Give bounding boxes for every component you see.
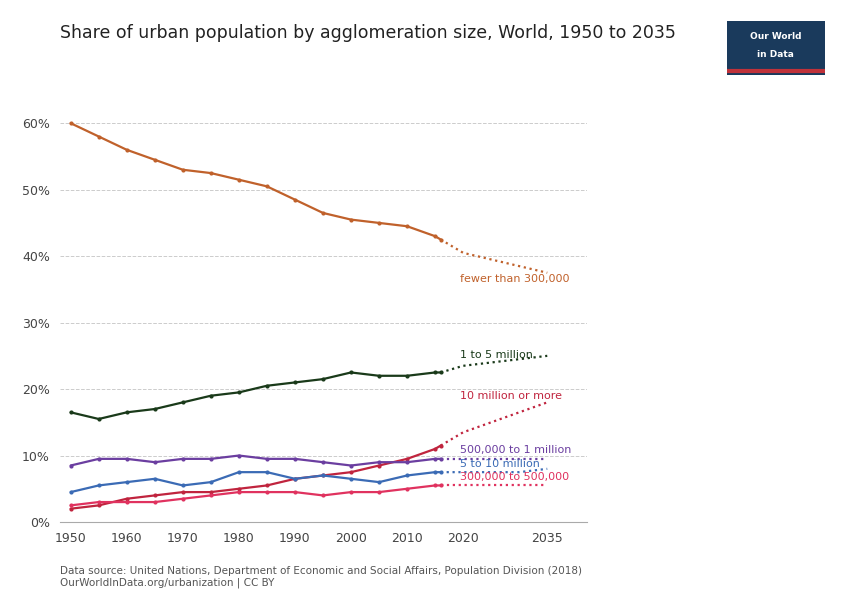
Text: Data source: United Nations, Department of Economic and Social Affairs, Populati: Data source: United Nations, Department … xyxy=(60,566,581,588)
Text: 5 to 10 million: 5 to 10 million xyxy=(461,458,541,469)
Text: Our World: Our World xyxy=(750,32,802,41)
Text: 1 to 5 million: 1 to 5 million xyxy=(461,350,533,359)
Text: 500,000 to 1 million: 500,000 to 1 million xyxy=(461,445,572,455)
Text: fewer than 300,000: fewer than 300,000 xyxy=(461,274,570,284)
Text: in Data: in Data xyxy=(757,50,794,59)
Text: Share of urban population by agglomeration size, World, 1950 to 2035: Share of urban population by agglomerati… xyxy=(60,24,676,42)
Text: 300,000 to 500,000: 300,000 to 500,000 xyxy=(461,472,570,482)
Text: 10 million or more: 10 million or more xyxy=(461,391,563,401)
